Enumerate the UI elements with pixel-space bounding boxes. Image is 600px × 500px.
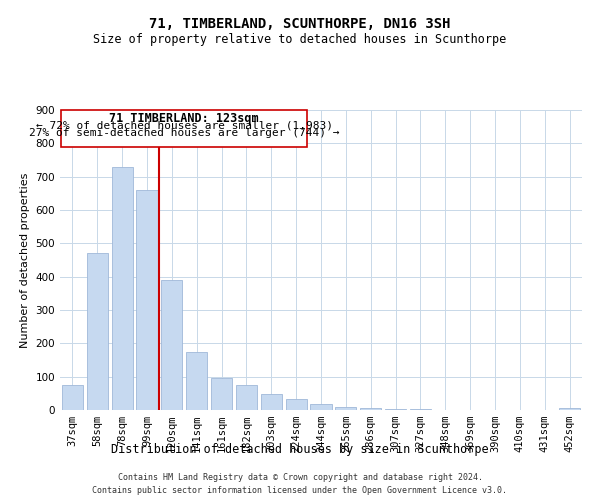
- Text: Contains public sector information licensed under the Open Government Licence v3: Contains public sector information licen…: [92, 486, 508, 495]
- Text: 71 TIMBERLAND: 123sqm: 71 TIMBERLAND: 123sqm: [109, 112, 259, 126]
- Bar: [385, 408, 406, 410]
- Y-axis label: Number of detached properties: Number of detached properties: [20, 172, 30, 348]
- Bar: [286, 399, 307, 410]
- Text: 27% of semi-detached houses are larger (744) →: 27% of semi-detached houses are larger (…: [29, 128, 340, 138]
- Text: Contains HM Land Registry data © Crown copyright and database right 2024.: Contains HM Land Registry data © Crown c…: [118, 472, 482, 482]
- Bar: [112, 166, 133, 410]
- Text: Distribution of detached houses by size in Scunthorpe: Distribution of detached houses by size …: [111, 442, 489, 456]
- Bar: [360, 408, 381, 410]
- Text: ← 72% of detached houses are smaller (1,983): ← 72% of detached houses are smaller (1,…: [36, 120, 333, 130]
- Bar: [261, 394, 282, 410]
- Bar: [236, 385, 257, 410]
- Bar: [310, 404, 332, 410]
- Bar: [559, 408, 580, 410]
- Bar: [161, 280, 182, 410]
- Bar: [186, 352, 207, 410]
- FancyBboxPatch shape: [61, 110, 307, 148]
- Bar: [62, 385, 83, 410]
- Text: Size of property relative to detached houses in Scunthorpe: Size of property relative to detached ho…: [94, 32, 506, 46]
- Bar: [136, 190, 158, 410]
- Bar: [87, 254, 108, 410]
- Bar: [335, 406, 356, 410]
- Text: 71, TIMBERLAND, SCUNTHORPE, DN16 3SH: 71, TIMBERLAND, SCUNTHORPE, DN16 3SH: [149, 18, 451, 32]
- Bar: [211, 378, 232, 410]
